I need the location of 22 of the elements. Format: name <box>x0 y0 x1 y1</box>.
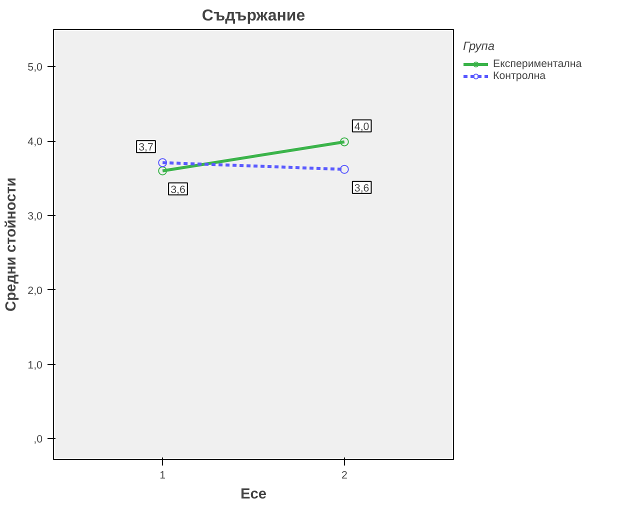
y-tick-label: 3,0 <box>28 210 43 222</box>
data-label: 3,6 <box>354 182 370 194</box>
y-tick-label: 2,0 <box>28 284 43 297</box>
legend-title: Група <box>463 39 496 53</box>
x-tick-label: 1 <box>160 470 166 482</box>
y-tick-label: ,0 <box>34 434 43 446</box>
y-tick-label: 4,0 <box>28 136 43 148</box>
x-tick-label: 2 <box>341 470 348 482</box>
point <box>158 158 168 168</box>
legend-label: Експериментална <box>493 58 582 70</box>
y-tick-label: 5,0 <box>28 62 43 74</box>
data-label: 3,7 <box>138 142 154 154</box>
chart-title: Съдържание <box>202 8 306 24</box>
x-axis-title: Есе <box>240 486 267 502</box>
data-label: 4,0 <box>354 120 370 133</box>
point <box>340 164 349 174</box>
y-tick-label: 1,0 <box>28 359 43 372</box>
point <box>158 166 168 176</box>
point <box>340 137 349 146</box>
y-axis-title: Средни стойности <box>4 178 20 312</box>
legend-label: Контролна <box>493 70 546 82</box>
data-label: 3,6 <box>170 184 186 196</box>
